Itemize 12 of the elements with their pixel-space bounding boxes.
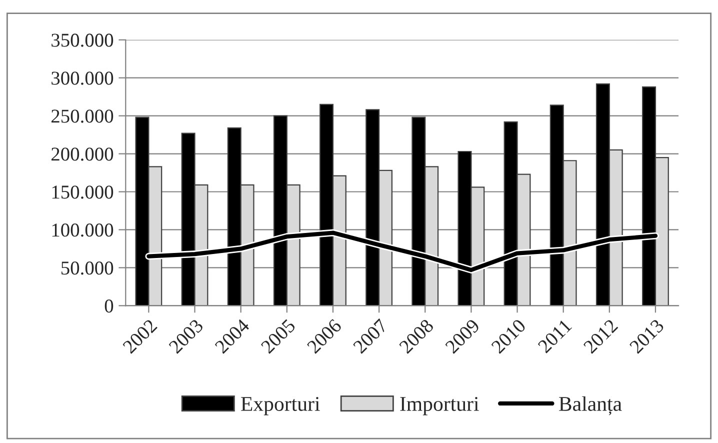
x-tick-label: 2011 (537, 318, 572, 354)
y-tick-label: 0 (104, 299, 114, 313)
y-tick-label: 350.000 (52, 34, 114, 47)
y-tick-label: 300.000 (52, 72, 114, 85)
y-tick-label: 250.000 (52, 110, 114, 123)
legend-label: Balanța (559, 396, 622, 416)
y-tick-label: 100.000 (52, 224, 114, 237)
y-tick-label: 200.000 (52, 148, 114, 161)
y-tick-label: 150.000 (52, 186, 114, 199)
legend-label: Importuri (400, 396, 479, 416)
legend-label: Exporturi (241, 396, 320, 416)
y-tick-label: 50.000 (62, 262, 114, 275)
